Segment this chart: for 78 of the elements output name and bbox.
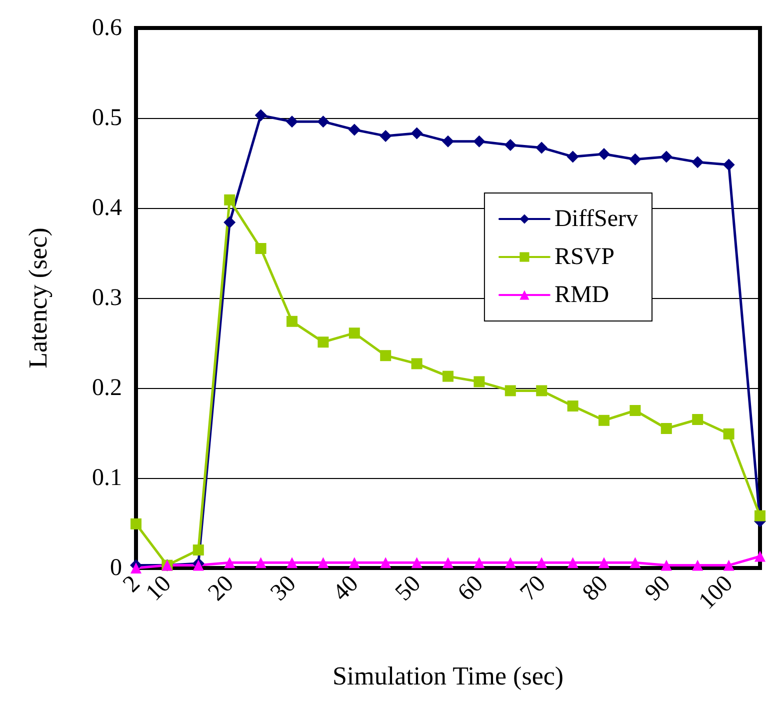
- point: [348, 124, 360, 136]
- y-tick-label: 0.3: [92, 285, 122, 311]
- point: [723, 428, 734, 440]
- point: [442, 557, 454, 568]
- point: [224, 194, 236, 206]
- point: [380, 557, 392, 568]
- point: [192, 544, 204, 556]
- point: [504, 385, 516, 396]
- point: [318, 336, 329, 348]
- x-tick-label: 90: [640, 570, 676, 606]
- point: [286, 557, 298, 568]
- point: [442, 370, 454, 382]
- point: [474, 376, 485, 388]
- point: [286, 116, 298, 128]
- point: [722, 158, 735, 171]
- point: [598, 414, 610, 426]
- point: [410, 127, 423, 140]
- point: [130, 562, 142, 574]
- point: [130, 518, 142, 530]
- legend-label: DiffServ: [554, 206, 638, 232]
- x-tick-label: 70: [515, 570, 551, 606]
- legend-label: RSVP: [554, 244, 615, 270]
- point: [255, 243, 266, 254]
- y-tick-label: 0.6: [92, 15, 122, 41]
- point: [380, 130, 392, 142]
- point: [474, 557, 485, 568]
- point: [411, 557, 422, 568]
- x-tick-label: 100: [694, 570, 738, 615]
- x-axis-title: Simulation Time (sec): [332, 662, 564, 690]
- y-tick-label: 0.2: [92, 375, 122, 401]
- point: [630, 557, 641, 568]
- point: [380, 350, 392, 362]
- legend-label: RMD: [554, 282, 610, 308]
- point: [598, 557, 610, 568]
- point: [348, 557, 360, 568]
- y-tick-label: 0: [110, 555, 122, 581]
- point: [629, 153, 642, 166]
- y-tick-label: 0.4: [92, 195, 122, 221]
- point: [692, 156, 704, 168]
- x-tick-label: 10: [141, 570, 176, 606]
- point: [255, 557, 266, 568]
- point: [754, 550, 766, 562]
- point: [598, 148, 610, 160]
- point: [224, 557, 236, 568]
- point: [318, 557, 329, 568]
- x-tick-label: 50: [390, 570, 426, 606]
- point: [411, 358, 422, 370]
- x-tick-label: 20: [203, 570, 239, 606]
- point: [286, 316, 298, 327]
- y-axis-title: Latency (sec): [24, 228, 52, 368]
- point: [348, 328, 360, 339]
- point: [504, 139, 516, 151]
- x-tick-label: 80: [578, 570, 614, 606]
- point: [630, 405, 641, 416]
- y-tick-label: 0.1: [92, 465, 122, 491]
- x-tick-label: 30: [266, 570, 302, 606]
- point: [660, 560, 672, 571]
- point: [660, 423, 672, 434]
- point: [536, 557, 548, 568]
- point: [660, 150, 672, 163]
- x-tick-label: 40: [328, 570, 364, 606]
- point: [723, 560, 734, 571]
- point: [536, 142, 548, 154]
- point: [442, 135, 454, 148]
- x-tick-label: 60: [453, 570, 488, 606]
- point: [566, 150, 579, 163]
- y-tick-label: 0.5: [92, 105, 122, 131]
- point: [317, 116, 330, 128]
- point: [692, 560, 704, 571]
- point: [754, 510, 766, 522]
- point: [473, 135, 486, 148]
- point: [692, 414, 704, 425]
- point: [536, 385, 548, 396]
- point: [567, 400, 578, 412]
- point: [254, 109, 267, 122]
- point: [224, 216, 236, 228]
- point: [567, 557, 578, 568]
- point: [504, 557, 516, 568]
